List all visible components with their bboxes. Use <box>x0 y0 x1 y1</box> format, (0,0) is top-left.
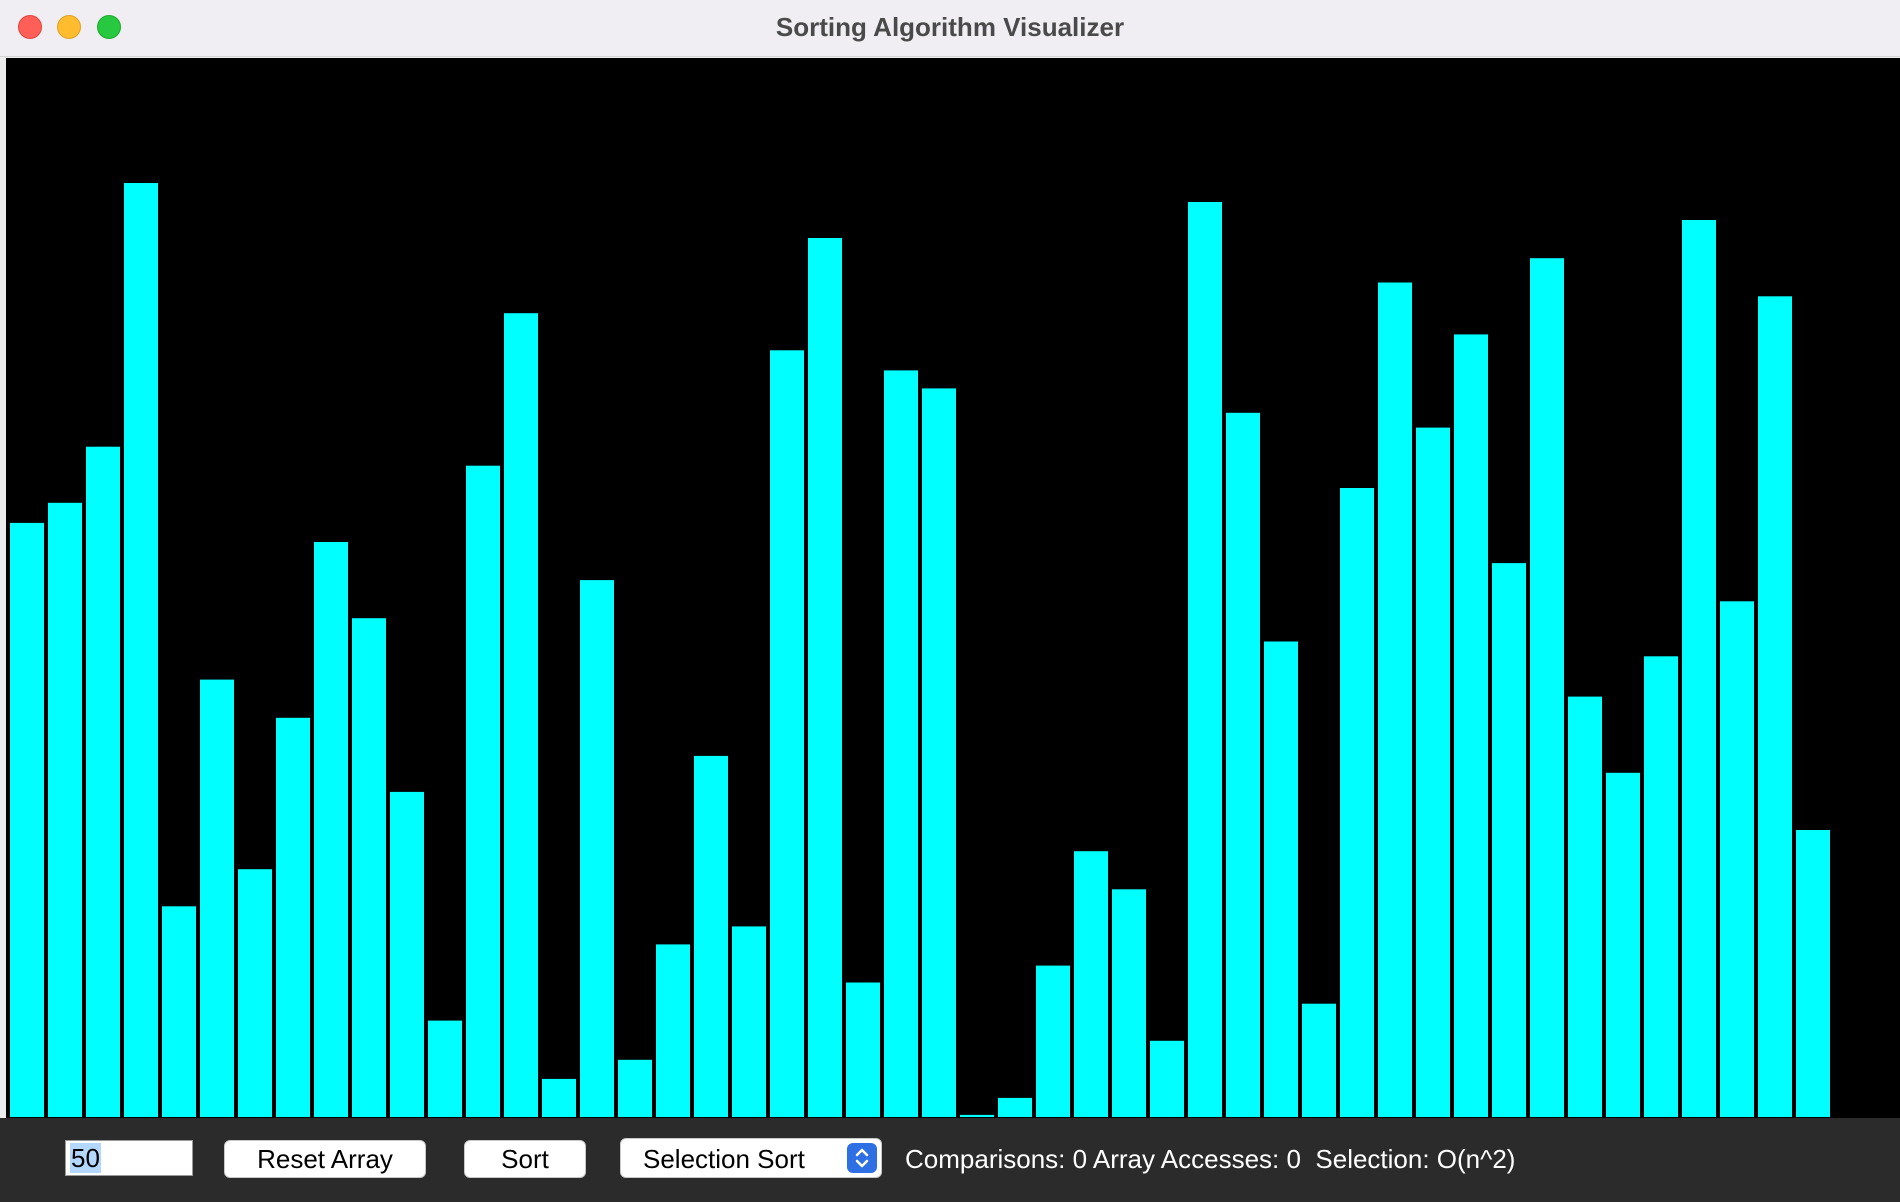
array-bar <box>770 350 804 1117</box>
maximize-window-button[interactable] <box>97 15 121 39</box>
array-bar <box>48 502 82 1117</box>
array-bar <box>466 465 500 1117</box>
control-panel: 50 Reset Array Sort Selection Sort Compa… <box>0 1118 1900 1202</box>
array-bar <box>618 1059 652 1117</box>
select-arrows-icon <box>847 1143 877 1173</box>
array-bar <box>238 869 272 1117</box>
array-bar <box>352 618 386 1117</box>
array-bar <box>1226 412 1260 1117</box>
array-bar <box>124 183 158 1117</box>
array-bar <box>428 1020 462 1117</box>
visualizer-canvas <box>6 58 1900 1118</box>
array-bar <box>1188 202 1222 1117</box>
array-size-value: 50 <box>70 1143 101 1173</box>
array-bar <box>1036 965 1070 1117</box>
array-bar <box>162 906 196 1117</box>
stats-label: Comparisons: 0 Array Accesses: 0 Selecti… <box>905 1144 1516 1174</box>
array-bar <box>998 1097 1032 1117</box>
array-bar <box>314 542 348 1117</box>
array-bar <box>1112 889 1146 1117</box>
close-window-button[interactable] <box>18 15 42 39</box>
array-bar <box>1644 656 1678 1117</box>
algorithm-select-label: Selection Sort <box>643 1144 805 1174</box>
array-bar <box>580 580 614 1117</box>
array-bar <box>1758 296 1792 1117</box>
array-bar <box>276 717 310 1117</box>
array-bar <box>200 679 234 1117</box>
array-bar <box>504 313 538 1117</box>
array-bar <box>1682 220 1716 1117</box>
array-bar <box>1606 772 1640 1117</box>
array-bar <box>732 926 766 1117</box>
array-bar <box>960 1114 994 1117</box>
array-bar <box>1378 282 1412 1117</box>
reset-array-button[interactable]: Reset Array <box>224 1140 426 1178</box>
bar-chart <box>10 183 1830 1118</box>
array-bar <box>808 238 842 1117</box>
array-bar <box>1302 1003 1336 1117</box>
array-bar <box>86 446 120 1117</box>
array-bar <box>1492 563 1526 1117</box>
sort-button[interactable]: Sort <box>464 1140 586 1178</box>
array-bar <box>884 370 918 1117</box>
window-title: Sorting Algorithm Visualizer <box>775 12 1125 42</box>
array-bar <box>1264 641 1298 1117</box>
array-bar <box>1074 851 1108 1117</box>
array-size-input[interactable]: 50 <box>65 1140 193 1176</box>
array-bar <box>1720 601 1754 1117</box>
array-bar <box>1568 696 1602 1117</box>
algorithm-select[interactable]: Selection Sort <box>620 1138 882 1178</box>
array-bar <box>846 982 880 1117</box>
array-bar <box>1530 258 1564 1117</box>
array-bar <box>922 388 956 1117</box>
array-bar <box>656 944 690 1117</box>
array-bar <box>10 522 44 1117</box>
array-bar <box>542 1078 576 1117</box>
array-bar <box>694 755 728 1117</box>
array-bar <box>1340 488 1374 1117</box>
array-bar <box>390 791 424 1117</box>
array-bar <box>1416 427 1450 1118</box>
array-bar <box>1454 334 1488 1117</box>
array-bar <box>1796 830 1830 1117</box>
minimize-window-button[interactable] <box>57 15 81 39</box>
title-bar: Sorting Algorithm Visualizer <box>0 0 1900 57</box>
array-bar <box>1150 1040 1184 1117</box>
